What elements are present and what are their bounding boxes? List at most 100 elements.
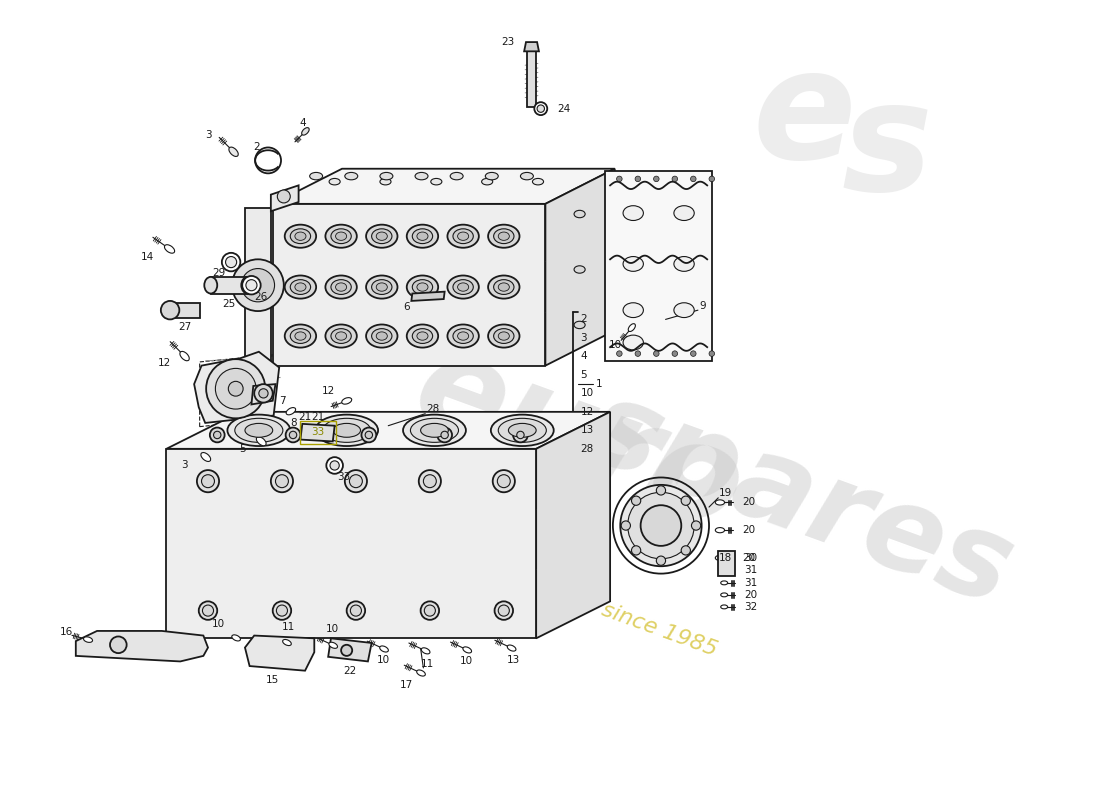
Ellipse shape (421, 648, 430, 654)
Text: 27: 27 (178, 322, 191, 332)
Text: 33: 33 (338, 471, 351, 482)
Ellipse shape (488, 225, 519, 248)
Circle shape (241, 269, 275, 302)
Text: 8: 8 (290, 418, 297, 428)
Circle shape (710, 351, 715, 356)
Ellipse shape (458, 283, 469, 291)
Text: 4: 4 (299, 118, 306, 127)
Text: 4: 4 (581, 351, 587, 362)
Circle shape (202, 605, 213, 616)
Ellipse shape (520, 173, 534, 180)
Ellipse shape (482, 178, 493, 185)
Polygon shape (300, 424, 334, 442)
Ellipse shape (715, 500, 725, 505)
Circle shape (289, 431, 297, 438)
Circle shape (365, 431, 373, 438)
Ellipse shape (234, 418, 283, 442)
Circle shape (255, 147, 280, 174)
Ellipse shape (379, 646, 388, 652)
Ellipse shape (165, 245, 175, 253)
Ellipse shape (366, 225, 397, 248)
Circle shape (672, 351, 678, 356)
Ellipse shape (295, 283, 306, 291)
Polygon shape (174, 302, 200, 318)
Circle shape (276, 605, 287, 616)
Ellipse shape (431, 178, 442, 185)
Circle shape (350, 474, 362, 488)
Circle shape (628, 492, 694, 559)
Ellipse shape (715, 555, 725, 561)
Ellipse shape (623, 257, 643, 271)
Ellipse shape (180, 351, 189, 361)
Polygon shape (245, 635, 315, 670)
Polygon shape (76, 631, 208, 662)
Ellipse shape (301, 128, 309, 135)
Ellipse shape (674, 257, 694, 271)
Ellipse shape (628, 324, 636, 331)
Ellipse shape (229, 147, 239, 157)
Circle shape (640, 506, 681, 546)
Ellipse shape (453, 280, 473, 294)
Ellipse shape (491, 414, 553, 446)
Circle shape (691, 176, 696, 182)
Text: 19: 19 (719, 488, 733, 498)
Text: 2: 2 (254, 142, 261, 153)
Ellipse shape (574, 322, 585, 329)
Ellipse shape (410, 418, 459, 442)
Text: 18: 18 (719, 553, 733, 563)
Circle shape (222, 253, 240, 271)
Circle shape (537, 105, 544, 112)
Ellipse shape (376, 332, 387, 340)
Polygon shape (273, 169, 615, 204)
Text: 24: 24 (558, 104, 571, 114)
Ellipse shape (379, 178, 390, 185)
Text: 9: 9 (700, 301, 706, 310)
Text: 28: 28 (581, 444, 594, 454)
Text: 21: 21 (311, 412, 324, 422)
Polygon shape (411, 292, 444, 301)
Ellipse shape (498, 232, 509, 240)
Circle shape (653, 176, 659, 182)
Text: 26: 26 (254, 292, 267, 302)
Circle shape (691, 351, 696, 356)
Polygon shape (527, 51, 536, 106)
Circle shape (441, 431, 449, 438)
Text: 20: 20 (742, 553, 756, 563)
Circle shape (620, 485, 702, 566)
Text: 20: 20 (742, 498, 756, 507)
Circle shape (681, 496, 691, 506)
Text: 3: 3 (182, 461, 188, 470)
Ellipse shape (336, 232, 346, 240)
Text: 23: 23 (502, 37, 515, 47)
Circle shape (419, 470, 441, 492)
Ellipse shape (420, 423, 449, 438)
Ellipse shape (205, 277, 217, 294)
Circle shape (653, 351, 659, 356)
Text: 29: 29 (212, 268, 226, 278)
Ellipse shape (376, 283, 387, 291)
Ellipse shape (498, 283, 509, 291)
Ellipse shape (333, 423, 361, 438)
Circle shape (277, 190, 290, 203)
Text: 12: 12 (158, 358, 172, 368)
Text: 31: 31 (745, 578, 758, 588)
Text: 6: 6 (404, 302, 410, 312)
Polygon shape (211, 277, 248, 294)
Ellipse shape (295, 332, 306, 340)
Ellipse shape (498, 332, 509, 340)
Circle shape (273, 602, 292, 620)
Circle shape (199, 602, 217, 620)
Ellipse shape (283, 639, 292, 646)
Ellipse shape (336, 283, 346, 291)
Ellipse shape (201, 453, 211, 462)
Text: 20: 20 (742, 525, 756, 535)
Ellipse shape (326, 225, 356, 248)
Text: s: s (842, 74, 933, 223)
Ellipse shape (720, 593, 727, 597)
Ellipse shape (507, 645, 516, 651)
Text: 31: 31 (745, 565, 758, 575)
Polygon shape (328, 638, 372, 662)
Text: 2: 2 (581, 314, 587, 325)
Ellipse shape (329, 178, 340, 185)
Circle shape (657, 556, 665, 566)
